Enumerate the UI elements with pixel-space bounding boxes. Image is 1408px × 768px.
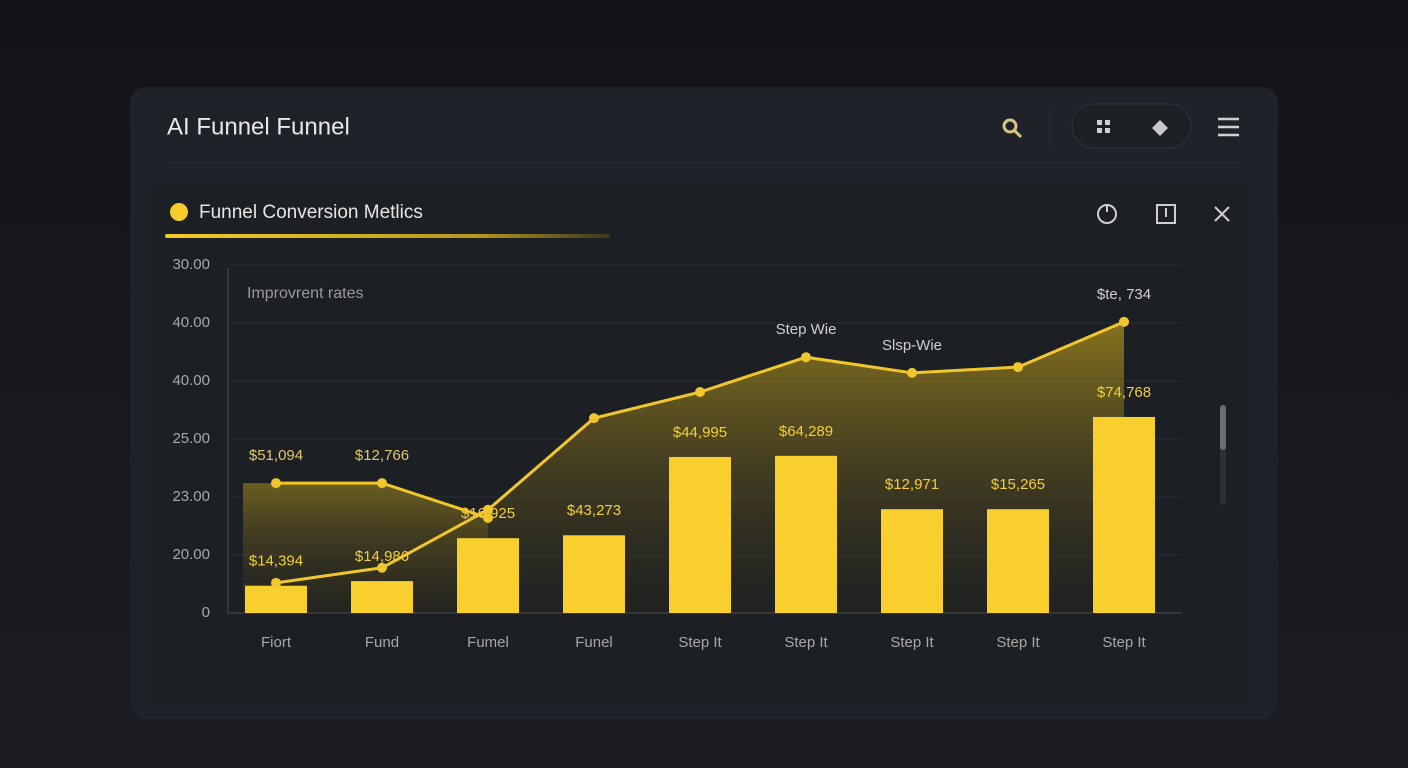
title-dot [170, 203, 188, 221]
x-tick-label: Step It [996, 634, 1040, 651]
y-tick-label: 20.00 [172, 546, 210, 563]
app-title: AI Funnel Funnel [167, 113, 350, 140]
y-tick-label: 23.00 [172, 488, 210, 505]
x-tick-label: Fund [365, 634, 399, 651]
x-tick-label: Step It [678, 634, 722, 651]
chart-subtitle: Improvrent rates [247, 285, 363, 302]
point-label: $te, 734 [1097, 286, 1151, 303]
bar-label: $74,768 [1097, 384, 1151, 401]
x-tick-label: Step It [784, 634, 828, 651]
bar [563, 535, 625, 613]
power-icon[interactable] [1097, 204, 1117, 224]
bar [1093, 416, 1155, 613]
x-tick-label: Fumel [467, 634, 509, 651]
title-underline [165, 234, 610, 238]
line-point [1013, 362, 1023, 373]
line-point [483, 512, 493, 523]
line-point [271, 478, 281, 489]
x-tick-label: Funel [575, 634, 613, 651]
bar [245, 585, 307, 613]
bar [669, 456, 731, 613]
plot: 0 20.00 23.00 25.00 40.00 40.00 30.00 Fiort $14,… [172, 256, 1182, 651]
search-icon[interactable] [1002, 118, 1023, 139]
bar-label: $43,273 [567, 502, 621, 519]
y-tick-label: 30.00 [172, 256, 210, 273]
line-point [483, 504, 493, 515]
point-label: $12,766 [355, 447, 409, 464]
close-icon[interactable] [1214, 206, 1230, 222]
chart-title: Funnel Conversion Metlics [199, 202, 423, 223]
bar-label: $14,394 [249, 553, 303, 570]
line-point [377, 562, 387, 573]
bar [987, 509, 1049, 613]
line-point [695, 387, 705, 398]
bar [881, 509, 943, 613]
bar [351, 581, 413, 613]
bar [775, 455, 837, 613]
line-point [907, 367, 917, 378]
y-tick-label: 0 [202, 604, 210, 621]
x-tick-label: Step It [890, 634, 934, 651]
point-label: Slsp-Wie [882, 337, 942, 354]
line-point [589, 413, 599, 424]
point-label: $51,094 [249, 447, 303, 464]
share-icon[interactable] [1152, 120, 1168, 136]
line-point [271, 577, 281, 588]
bar [457, 538, 519, 613]
line-point [801, 352, 811, 363]
bar-label: $12,971 [885, 476, 939, 493]
download-icon[interactable] [1156, 204, 1176, 224]
line-point [377, 478, 387, 489]
y-tick-label: 40.00 [172, 372, 210, 389]
point-label: Step Wie [776, 321, 837, 338]
menu-icon[interactable] [1218, 117, 1239, 137]
y-tick-label: 25.00 [172, 430, 210, 447]
bar-label: $15,265 [991, 476, 1045, 493]
icon-pill [1071, 103, 1192, 149]
x-tick-label: Fiort [261, 634, 292, 651]
x-tick-label: Step It [1102, 634, 1146, 651]
y-tick-label: 40.00 [172, 314, 210, 331]
bar-label: $64,289 [779, 423, 833, 440]
line-point [1119, 316, 1129, 327]
scrollbar-thumb[interactable] [1220, 405, 1226, 450]
grid-icon[interactable] [1097, 120, 1110, 133]
bar-label: $44,995 [673, 424, 727, 441]
